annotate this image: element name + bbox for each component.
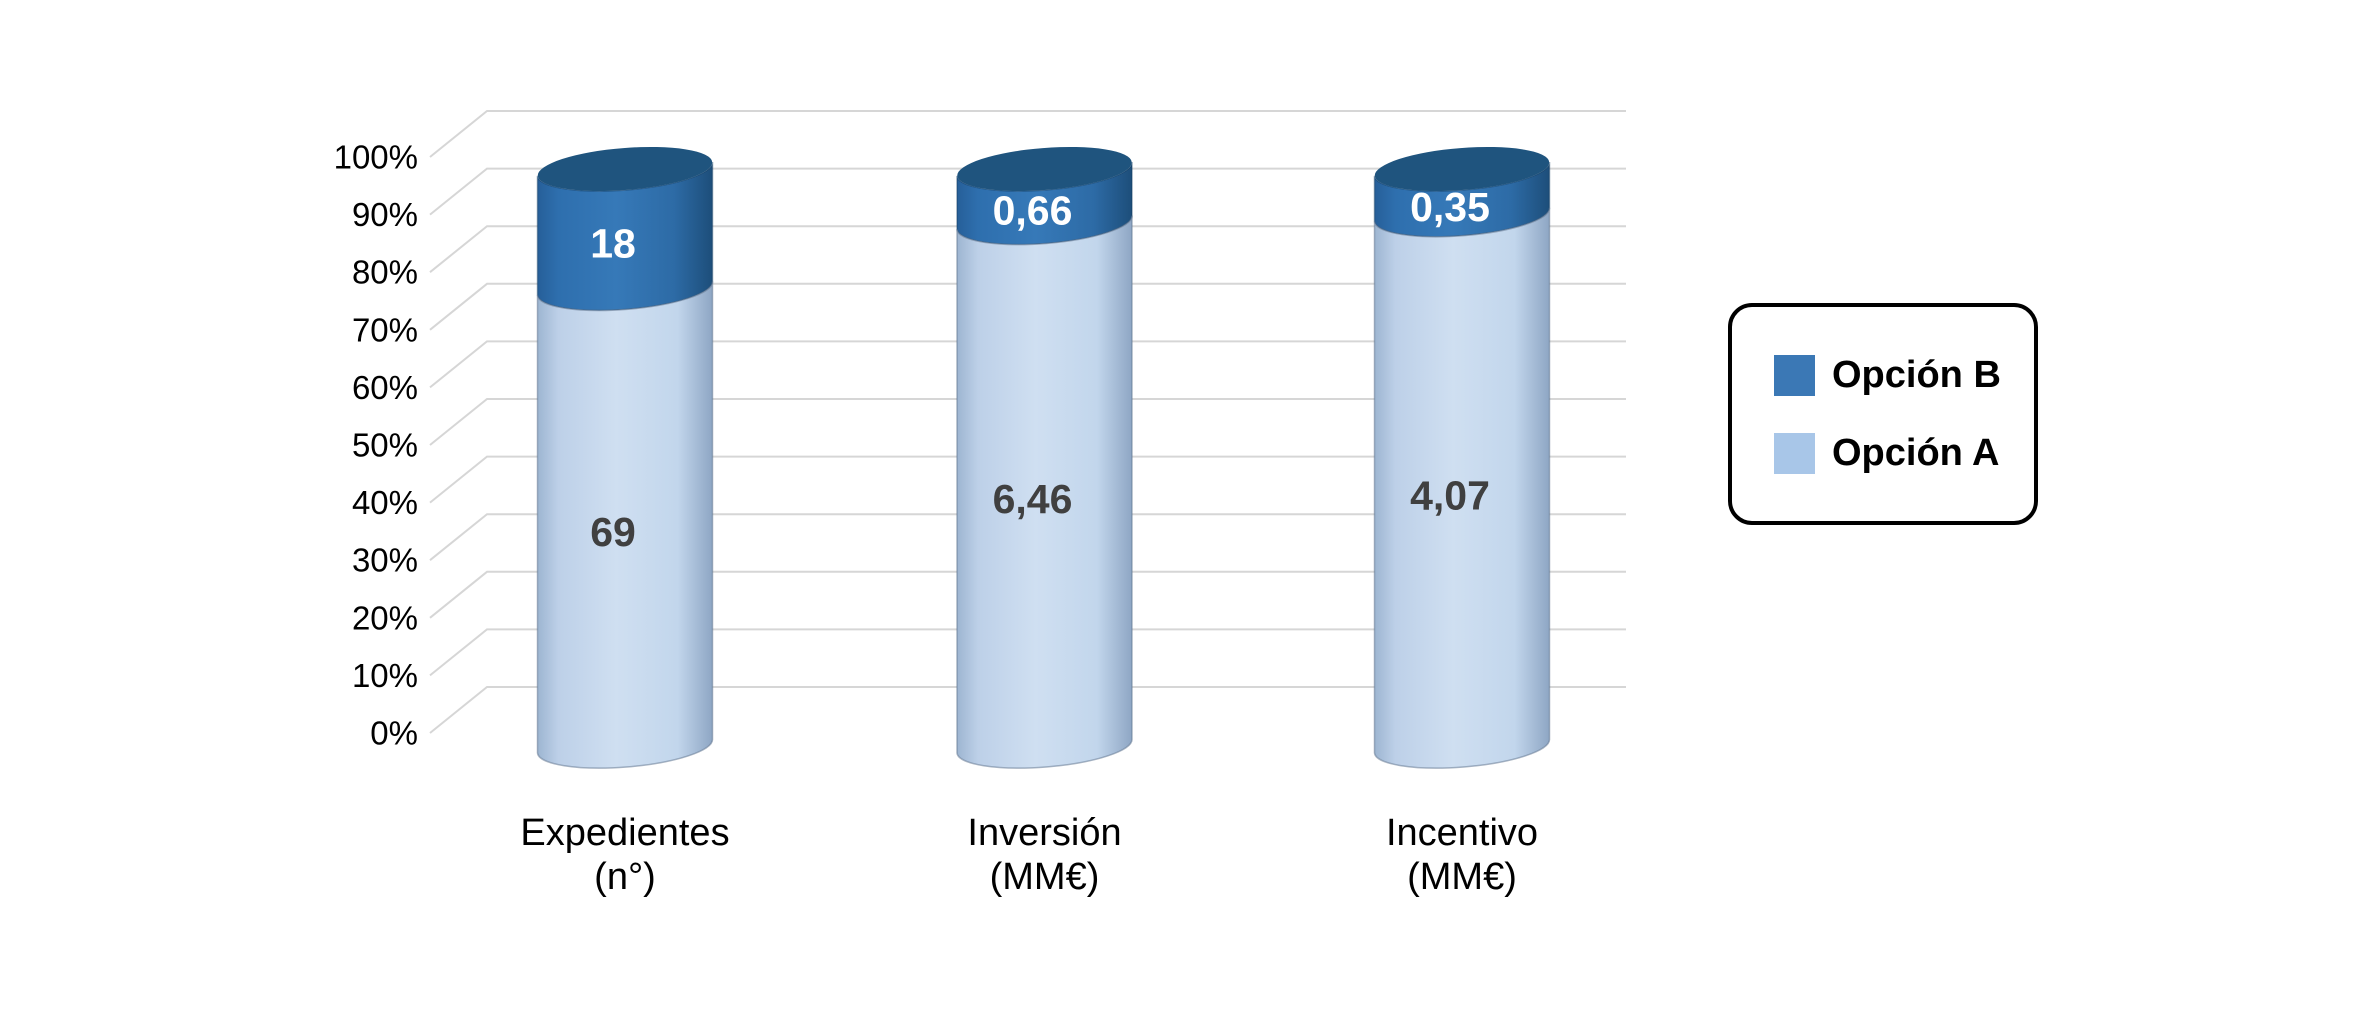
legend-item-opcion-b: Opción B (1774, 353, 2034, 396)
category-label: Inversión (967, 812, 1121, 854)
category-label: (n°) (594, 856, 656, 898)
y-tick-label: 50% (352, 427, 418, 464)
y-tick-label: 80% (352, 254, 418, 291)
cylinder-bar (956, 146, 1133, 769)
value-label-opcion-b: 18 (590, 221, 636, 267)
y-tick-label: 0% (370, 715, 418, 752)
y-tick-label: 70% (352, 311, 418, 348)
cylinder-cap (537, 146, 713, 192)
y-tick-label: 10% (352, 657, 418, 694)
legend-label-opcion-b: Opción B (1832, 353, 2001, 396)
value-label-opcion-a: 6,46 (993, 476, 1073, 522)
category-label: (MM€) (990, 856, 1100, 898)
y-tick-label: 40% (352, 484, 418, 521)
value-labels: 18 69 0,66 6,46 0,35 4,07 (590, 184, 1490, 555)
y-tick-label: 90% (352, 196, 418, 233)
gridline (429, 398, 1626, 446)
category-label: Incentivo (1386, 812, 1538, 854)
value-label-opcion-a: 69 (590, 509, 636, 555)
y-axis-tick-labels: 0% 10% 20% 30% 40% 50% 60% 70% 80% 90% 100% (334, 139, 418, 752)
value-label-opcion-a: 4,07 (1410, 472, 1490, 518)
gridline (429, 628, 1626, 677)
cylinder-cap (1374, 146, 1550, 192)
gridline (429, 167, 1626, 216)
segment-opcion-a (1373, 207, 1551, 769)
cylinder-cap (957, 146, 1132, 192)
y-tick-label: 100% (334, 139, 418, 176)
y-tick-label: 60% (352, 369, 418, 406)
cylinder-bar (536, 146, 714, 769)
value-label-opcion-b: 0,66 (993, 188, 1073, 234)
legend-label-opcion-a: Opción A (1832, 431, 2000, 474)
gridlines (429, 110, 1626, 734)
y-tick-label: 20% (352, 599, 418, 636)
gridline (429, 225, 1626, 273)
cylinder-bar (1373, 146, 1551, 769)
y-tick-label: 30% (352, 542, 418, 579)
cylinder-bars (536, 146, 1551, 769)
gridline (429, 455, 1626, 504)
gridline (429, 340, 1626, 389)
segment-opcion-a (956, 215, 1133, 769)
gridline (429, 282, 1626, 331)
category-labels: Expedientes(n°)Inversión(MM€)Incentivo(M… (520, 812, 1538, 898)
gridline (429, 110, 1626, 158)
category-label: (MM€) (1407, 856, 1517, 898)
gridline (429, 513, 1626, 561)
legend-swatch-opcion-a-icon (1774, 432, 1815, 474)
gridline (429, 570, 1626, 619)
gridline (429, 686, 1626, 734)
segment-opcion-a (536, 281, 714, 769)
category-label: Expedientes (520, 812, 729, 854)
legend: Opción B Opción A (1728, 303, 2038, 525)
legend-swatch-opcion-b-icon (1774, 354, 1815, 396)
legend-item-opcion-a: Opción A (1774, 431, 2034, 474)
value-label-opcion-b: 0,35 (1410, 184, 1490, 230)
